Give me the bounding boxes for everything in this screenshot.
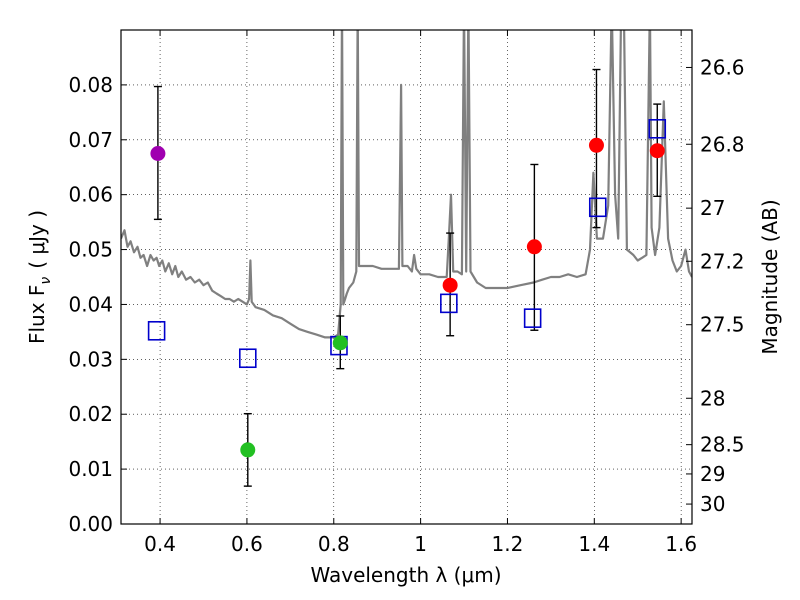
model-square-marker — [238, 348, 257, 369]
photometry-marker — [526, 239, 542, 255]
grid — [121, 30, 692, 525]
photometry-marker — [240, 442, 256, 458]
x-tick-label: 1 — [414, 532, 427, 556]
y-tick-label: 0.03 — [68, 347, 113, 371]
model-square-marker — [648, 119, 667, 139]
x-tick-label: 1.4 — [578, 532, 610, 556]
y2-tick-label: 26.8 — [700, 132, 745, 156]
y2-tick-label: 28 — [700, 386, 725, 410]
y2-tick-label: 26.6 — [700, 55, 745, 79]
y2-tick-label: 27 — [700, 196, 725, 220]
y-tick-label: 0.06 — [68, 183, 113, 207]
y-axis-label: Flux Fν( μJy ) — [25, 210, 54, 344]
x-tick-label: 0.4 — [144, 532, 176, 556]
photometry-marker — [649, 143, 665, 159]
model-spectrum-layer — [121, 30, 692, 339]
x-tick-label: 1.2 — [492, 532, 524, 556]
y2-axis-label: Magnitude (AB) — [758, 199, 782, 354]
y2-tick-label: 29 — [700, 462, 725, 486]
y-tick-label: 0.01 — [68, 457, 113, 481]
model-square-marker — [440, 293, 458, 314]
photometry-marker — [332, 335, 348, 351]
photometry-marker — [442, 277, 458, 293]
y2-tick-label: 30 — [700, 492, 725, 516]
x-tick-label: 0.6 — [231, 532, 263, 556]
y2-tick-label: 27.5 — [700, 313, 745, 337]
x-tick-label: 1.6 — [665, 532, 697, 556]
model-spectrum-line — [121, 30, 692, 339]
photometry-points — [150, 137, 665, 458]
model-photometry-squares — [147, 119, 667, 369]
y2-tick-label: 27.2 — [700, 249, 745, 273]
y-axis-ticks: 0.00 0.01 0.02 0.03 0.04 0.05 0.06 0.07 0.08 — [68, 73, 127, 536]
y-tick-label: 0.05 — [68, 238, 113, 262]
y2-axis-ticks: 26.6 26.8 27 27.2 27.5 28 28.5 29 30 — [686, 55, 745, 516]
x-tick-label: 0.8 — [318, 532, 350, 556]
error-bars — [153, 68, 662, 487]
model-square-marker — [588, 197, 607, 218]
y-tick-label: 0.07 — [68, 128, 113, 152]
photometry-marker — [588, 137, 604, 153]
x-axis-label: Wavelength λ (μm) — [310, 563, 501, 587]
y-tick-label: 0.08 — [68, 73, 113, 97]
model-square-marker — [523, 308, 542, 328]
y2-tick-label: 28.5 — [700, 433, 745, 457]
y-tick-label: 0.04 — [68, 292, 113, 316]
y-tick-label: 0.00 — [68, 512, 113, 536]
plot-frame — [120, 29, 693, 525]
x-axis-ticks: 0.4 0.6 0.8 1 1.2 1.4 1.6 — [144, 30, 697, 556]
photometry-marker — [150, 146, 166, 161]
model-square-marker — [147, 320, 166, 341]
y-tick-label: 0.02 — [68, 402, 113, 426]
